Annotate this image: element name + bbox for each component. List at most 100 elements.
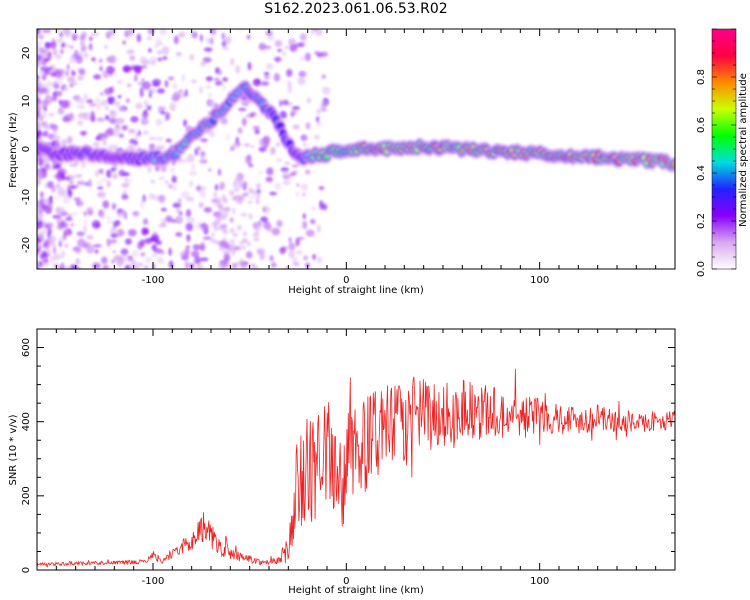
noise-blob bbox=[65, 70, 70, 77]
noise-blob bbox=[168, 260, 174, 269]
noise-blob bbox=[247, 34, 251, 40]
noise-blob bbox=[230, 143, 238, 150]
noise-blob bbox=[52, 246, 57, 254]
noise-blob bbox=[241, 117, 247, 127]
noise-blob bbox=[66, 63, 70, 71]
colorbar: 0.0 0.2 0.4 0.6 0.8 Normalized spectral ampl… bbox=[696, 28, 749, 277]
noise-blob bbox=[71, 82, 78, 86]
noise-blob bbox=[150, 234, 160, 242]
noise-blob bbox=[69, 264, 79, 269]
noise-blob bbox=[222, 77, 229, 82]
noise-blob bbox=[140, 199, 144, 209]
noise-blob bbox=[191, 250, 200, 258]
noise-blob bbox=[115, 219, 121, 227]
noise-blob bbox=[142, 194, 146, 203]
noise-blob bbox=[94, 169, 99, 178]
noise-blob bbox=[203, 207, 212, 213]
noise-blob bbox=[140, 252, 146, 257]
noise-blob bbox=[303, 255, 309, 261]
noise-blob bbox=[219, 223, 223, 230]
noise-blob bbox=[116, 118, 125, 125]
noise-blob bbox=[157, 256, 164, 265]
noise-blob bbox=[211, 231, 215, 237]
noise-blob bbox=[149, 56, 158, 61]
noise-blob bbox=[56, 29, 60, 34]
noise-blob bbox=[70, 69, 75, 77]
snr-line bbox=[37, 368, 675, 568]
noise-blob bbox=[86, 244, 95, 254]
noise-blob bbox=[37, 105, 41, 113]
noise-blob bbox=[90, 110, 95, 119]
noise-blob bbox=[224, 206, 231, 213]
noise-blob bbox=[64, 217, 73, 221]
noise-blob bbox=[246, 241, 252, 247]
noise-blob bbox=[111, 259, 115, 264]
noise-blob bbox=[120, 248, 129, 256]
noise-blob bbox=[83, 210, 87, 217]
noise-blob bbox=[95, 136, 100, 141]
noise-blob bbox=[77, 174, 83, 178]
noise-blob bbox=[161, 218, 167, 225]
noise-blob bbox=[247, 187, 254, 194]
noise-blob bbox=[248, 195, 255, 200]
noise-blob bbox=[110, 233, 119, 239]
noise-blob bbox=[321, 203, 328, 211]
noise-blob bbox=[249, 263, 256, 268]
noise-blob bbox=[103, 131, 109, 140]
noise-blob bbox=[302, 142, 308, 147]
noise-blob bbox=[214, 67, 221, 75]
noise-blob bbox=[300, 134, 308, 142]
noise-blob bbox=[199, 190, 207, 199]
noise-blob bbox=[255, 197, 260, 205]
noise-blob bbox=[253, 237, 260, 242]
noise-blob bbox=[252, 232, 260, 237]
noise-blob bbox=[263, 71, 270, 76]
noise-blob bbox=[114, 144, 118, 148]
noise-blob bbox=[198, 202, 204, 208]
noise-blob bbox=[293, 170, 298, 175]
noise-blob bbox=[263, 76, 271, 80]
noise-blob bbox=[121, 193, 129, 200]
noise-blob bbox=[202, 57, 212, 63]
noise-blob bbox=[68, 111, 74, 119]
noise-blob bbox=[126, 256, 134, 262]
noise-blob bbox=[140, 118, 149, 126]
noise-blob bbox=[185, 222, 194, 232]
noise-blob bbox=[210, 37, 214, 45]
noise-blob bbox=[179, 91, 184, 99]
noise-blob bbox=[60, 99, 70, 109]
noise-blob bbox=[240, 212, 248, 217]
noise-blob bbox=[151, 253, 158, 258]
noise-blob bbox=[42, 259, 49, 264]
noise-blob bbox=[175, 215, 184, 224]
noise-blob bbox=[177, 197, 182, 204]
noise-blob bbox=[170, 167, 175, 172]
noise-blob bbox=[40, 191, 44, 198]
noise-blob bbox=[314, 51, 321, 55]
noise-blob bbox=[95, 97, 101, 104]
noise-blob bbox=[220, 263, 227, 269]
noise-blob bbox=[258, 42, 266, 51]
noise-blob bbox=[191, 79, 197, 84]
noise-blob bbox=[200, 257, 209, 262]
ridge-core bbox=[672, 160, 675, 167]
noise-blob bbox=[275, 142, 281, 147]
noise-blob bbox=[296, 236, 305, 240]
noise-blob bbox=[111, 202, 117, 210]
noise-blob bbox=[157, 57, 163, 62]
noise-blob bbox=[241, 238, 249, 242]
noise-blob bbox=[250, 144, 254, 148]
noise-blob bbox=[43, 58, 51, 62]
noise-blob bbox=[138, 262, 144, 267]
noise-blob bbox=[230, 57, 235, 66]
noise-blob bbox=[37, 206, 46, 213]
noise-blob bbox=[54, 140, 61, 149]
noise-blob bbox=[40, 33, 44, 40]
noise-blob bbox=[213, 77, 220, 81]
noise-blob bbox=[106, 238, 111, 247]
noise-blob bbox=[168, 76, 175, 81]
noise-blob bbox=[236, 194, 241, 199]
noise-blob bbox=[92, 244, 102, 248]
noise-blob bbox=[302, 220, 308, 230]
noise-blob bbox=[256, 188, 261, 194]
